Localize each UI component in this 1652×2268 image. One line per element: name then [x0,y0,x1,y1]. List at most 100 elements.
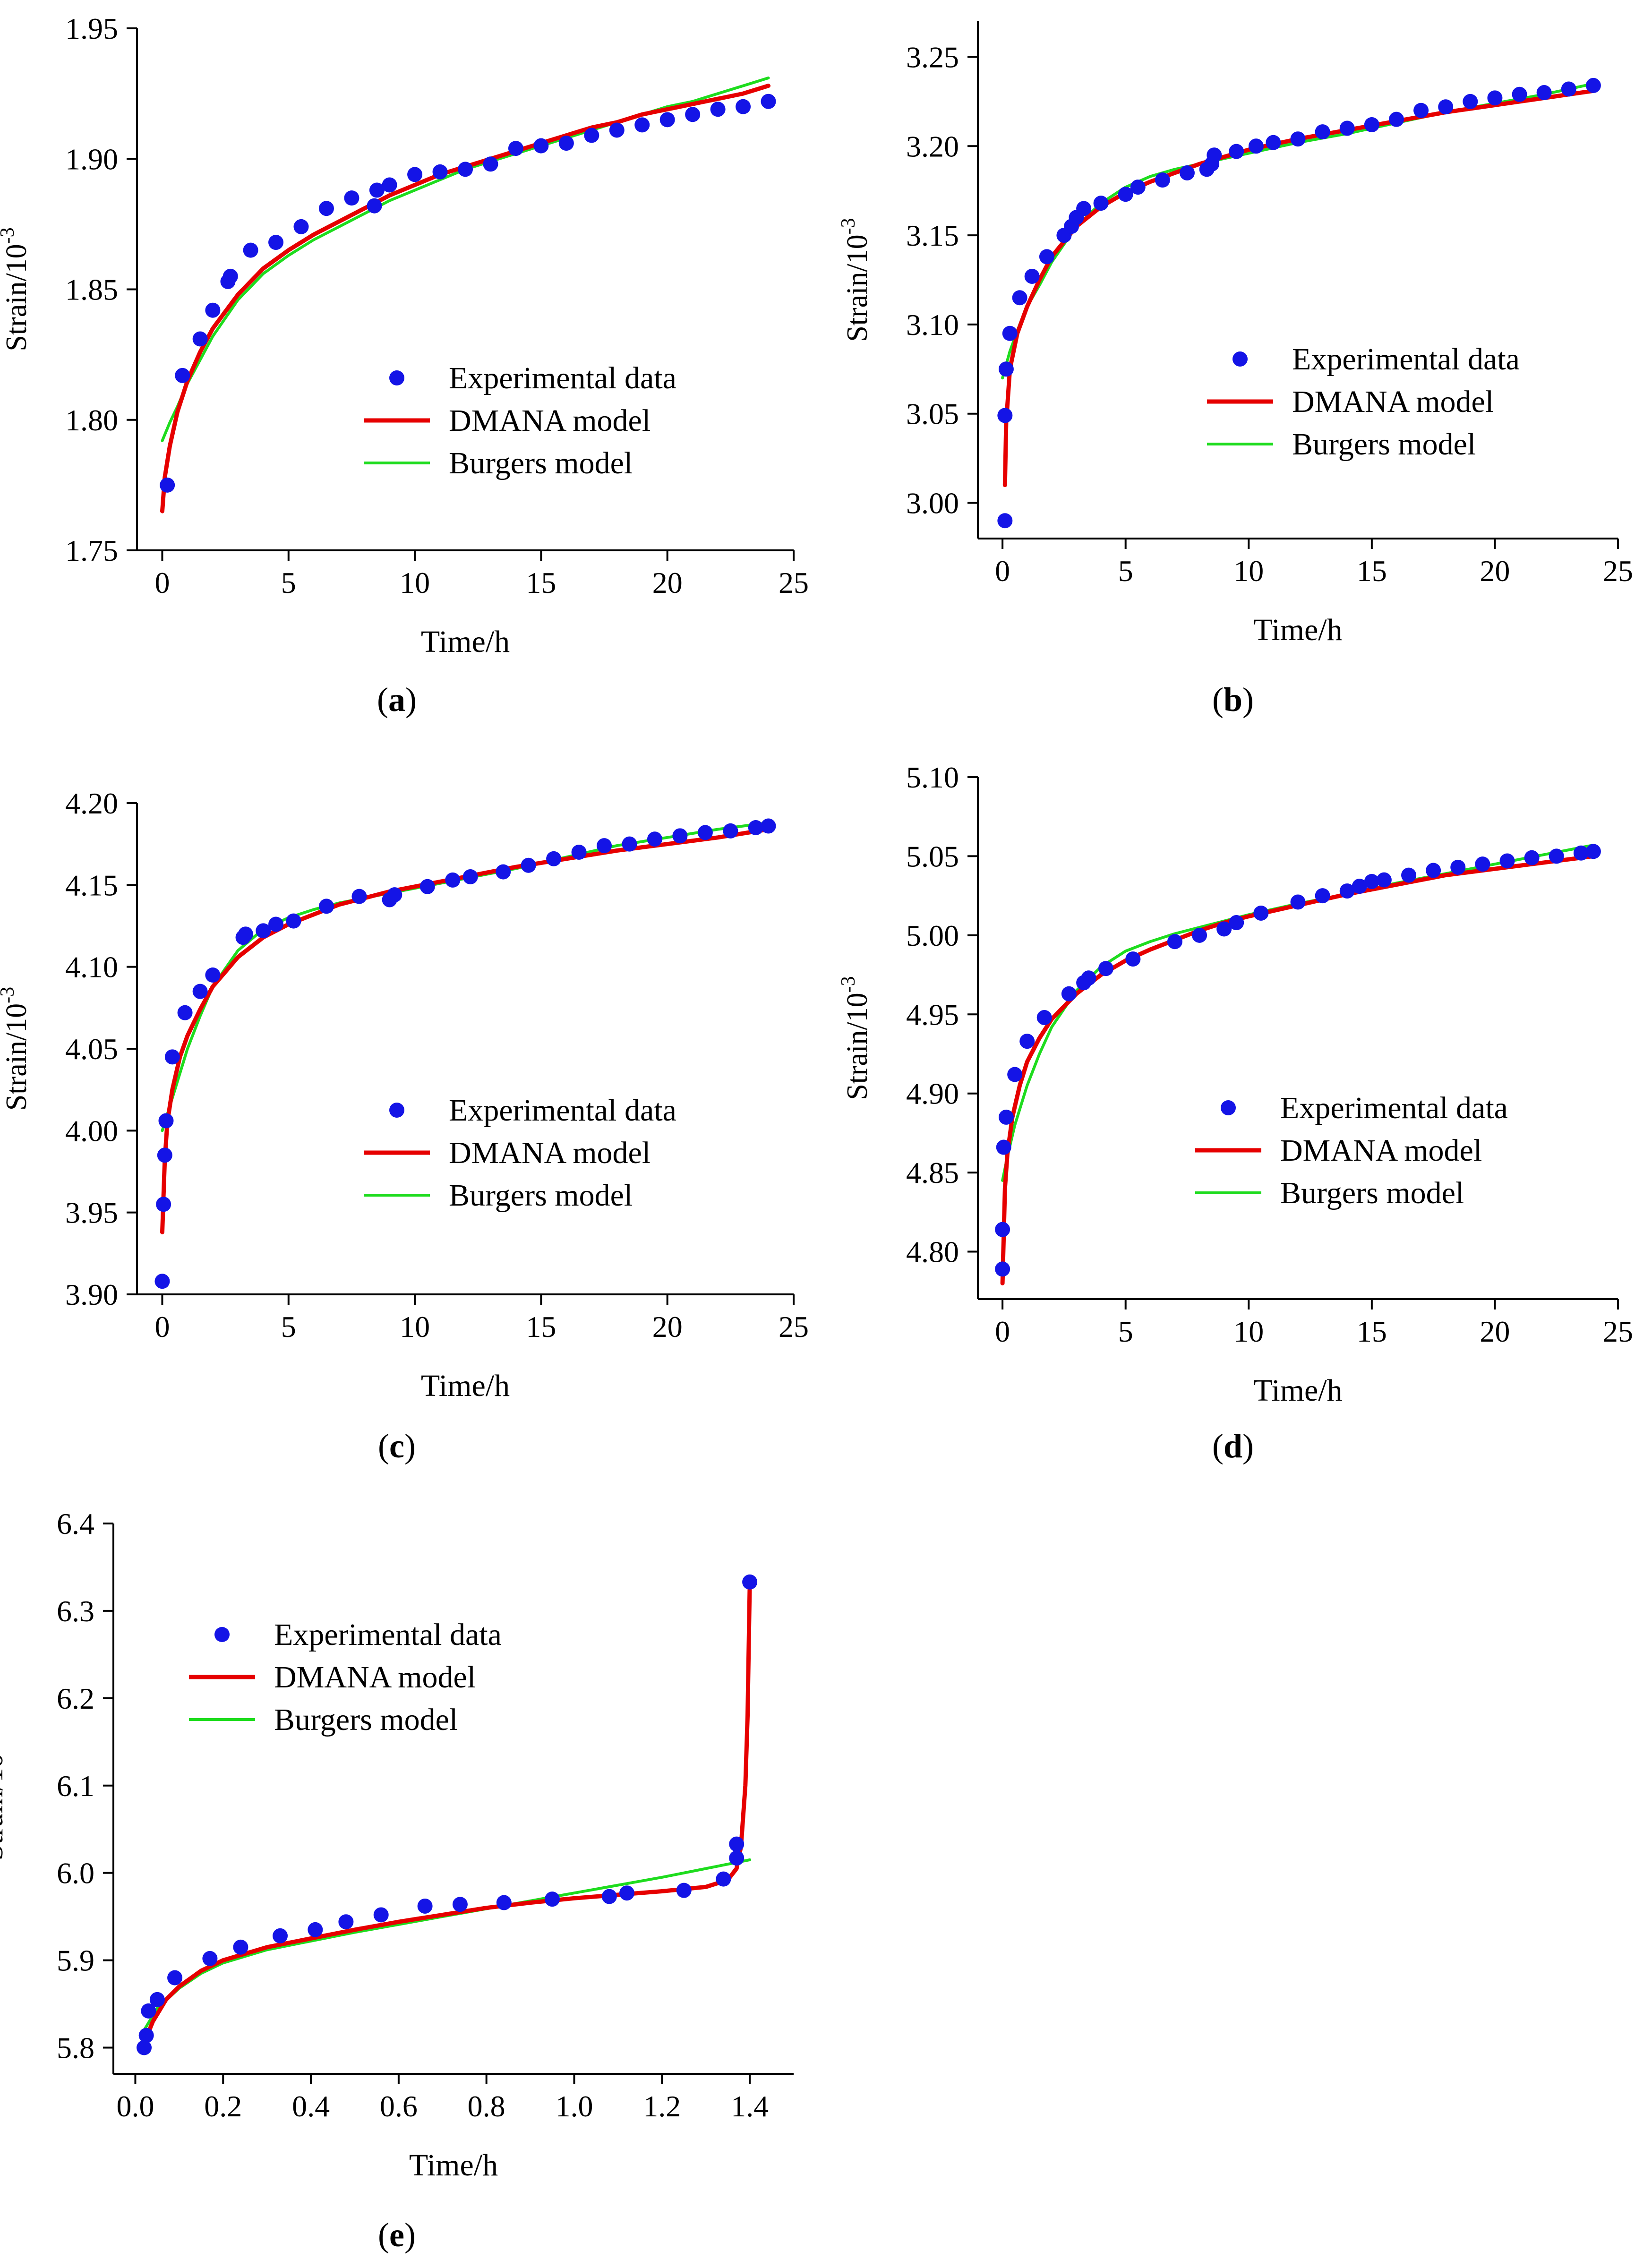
experimental-data-point [1475,856,1490,872]
experimental-data-point [1339,883,1355,899]
y-tick-label: 5.10 [906,761,959,794]
experimental-data-point [1512,86,1527,102]
x-tick-label: 0.8 [468,2089,505,2123]
experimental-data-point [192,984,208,999]
y-tick-label: 4.80 [906,1235,959,1269]
y-tick-label: 4.10 [65,950,118,984]
x-tick-label: 0.0 [116,2089,154,2123]
experimental-data-point [634,117,650,133]
x-tick-label: 25 [779,1310,809,1344]
x-tick-label: 10 [1233,1315,1264,1348]
experimental-data-point [351,889,367,904]
y-tick-label: 3.15 [906,219,959,252]
chart-panel-c: 3.90 3.95 4.00 4.05 4.10 4.15 4.20 0 5 10 15 20 25 Ti… [0,787,809,1465]
experimental-data-point [1093,196,1109,211]
experimental-data-point [158,1113,174,1129]
experimental-data-point [149,1992,165,2007]
experimental-data-point [273,1928,288,1943]
experimental-data-point [1315,124,1330,140]
experimental-data-point [1426,863,1441,878]
x-tick-label: 0 [995,1315,1010,1348]
experimental-data-point [432,164,448,180]
experimental-data-point [1364,117,1379,132]
legend-label: Burgers model [449,1178,633,1213]
experimental-data-point [1216,921,1232,937]
experimental-data-point [533,138,549,154]
y-tick-label: 6.4 [57,1507,94,1541]
experimental-data-point [286,913,301,929]
x-tick-label: 0.2 [204,2089,242,2123]
y-tick-label: 4.05 [65,1032,118,1066]
legend: Experimental data DMANA model Burgers mode… [364,361,676,480]
legend: Experimental data DMANA model Burgers mode… [189,1618,502,1737]
legend-label: DMANA model [449,403,651,438]
experimental-data-point [997,408,1013,423]
x-tick-label: 20 [652,566,683,599]
y-axis-title-main: Strain/10 [841,993,873,1100]
y-tick-label: 4.15 [65,868,118,902]
x-tick-label: 20 [1480,554,1510,588]
y-tick-label: 1.80 [65,403,118,437]
experimental-data-point [546,851,562,866]
y-tick-label: 6.1 [57,1769,94,1803]
experimental-data-point [160,477,175,493]
legend-marker-experimental [389,1103,404,1118]
legend: Experimental data DMANA model Burgers mode… [1207,342,1520,462]
experimental-data-point [996,1139,1011,1155]
y-axis-title: Strain/10-3 [838,218,873,342]
x-tick-label: 20 [1480,1315,1510,1348]
experimental-data-point [1130,180,1146,195]
burgers-model-line [161,821,770,1132]
x-tick-label: 0 [154,566,170,599]
experimental-data-point [997,513,1013,529]
experimental-data-point [716,1871,731,1887]
x-tick-label: 10 [400,566,430,599]
x-tick-label: 10 [1233,554,1264,588]
legend-marker-experimental [1233,351,1248,367]
y-tick-label: 1.85 [65,273,118,307]
dmana-model-line [160,84,770,514]
experimental-data-point [458,162,473,177]
legend-label: Burgers model [1280,1176,1464,1210]
experimental-data-point [496,1895,512,1910]
panel-letter: a [388,681,405,719]
experimental-data-point [1487,90,1503,106]
legend-label: Burgers model [274,1703,458,1737]
experimental-data-point [156,1197,171,1212]
x-axis-title: Time/h [421,625,510,659]
experimental-data-point [483,156,498,172]
panel-caption: (a) [377,681,417,719]
y-tick-label: 4.20 [65,787,118,820]
x-tick-label: 20 [652,1310,683,1344]
experimental-data-point [192,331,208,347]
dmana-model-line [142,1582,752,2045]
legend-label: DMANA model [1292,385,1494,419]
experimental-data-point [462,869,478,884]
experimental-data-point [154,1274,170,1289]
experimental-data-point [1352,879,1367,894]
panel-caption: (d) [1212,1427,1254,1465]
x-tick-label: 0.4 [292,2089,330,2123]
experimental-data-point [622,836,637,852]
x-tick-label: 25 [779,566,809,599]
experimental-data-point [268,916,284,932]
legend-label: Burgers model [449,446,633,480]
experimental-data-point [729,1836,745,1852]
experimental-data-point [1266,135,1281,150]
experimental-data-point [647,831,662,847]
experimental-data-point [1290,894,1306,910]
experimental-data-point [256,923,271,939]
y-tick-label: 4.85 [906,1156,959,1190]
experimental-data-point [1536,85,1552,101]
experimental-data-point [373,1907,389,1923]
experimental-data-point [369,182,385,198]
experimental-data-point [338,1914,354,1930]
experimental-data-point [609,122,625,138]
experimental-data-point [205,967,221,983]
experimental-data-point [157,1147,172,1163]
chart-panel-e: 5.8 5.9 6.0 6.1 6.2 6.3 6.4 0.0 0.2 0.4 0.6 0.8 1.0 1… [0,1507,794,2254]
experimental-data-point [1585,844,1601,859]
x-tick-label: 0 [154,1310,170,1344]
experimental-data-point [710,102,726,117]
experimental-data-point [697,825,713,840]
